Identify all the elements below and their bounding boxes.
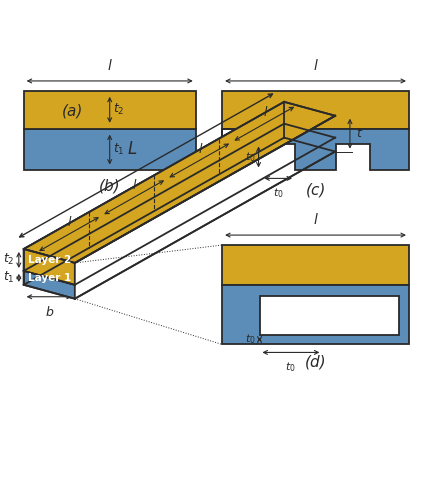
Polygon shape: [24, 102, 335, 263]
Polygon shape: [284, 124, 335, 152]
Text: $l$: $l$: [263, 104, 268, 118]
Text: $L$: $L$: [127, 140, 137, 158]
Polygon shape: [222, 245, 409, 285]
Text: $t_2$: $t_2$: [113, 102, 124, 118]
Polygon shape: [24, 102, 284, 271]
Polygon shape: [24, 91, 196, 128]
Text: $l$: $l$: [107, 58, 113, 73]
Polygon shape: [260, 296, 399, 335]
Text: $l$: $l$: [198, 142, 203, 156]
Text: $l$: $l$: [133, 178, 138, 192]
Text: $t_0$: $t_0$: [273, 186, 283, 200]
Text: $t_2$: $t_2$: [3, 252, 15, 268]
Text: $l$: $l$: [313, 212, 318, 227]
Polygon shape: [24, 271, 75, 298]
Text: $l$: $l$: [313, 58, 318, 73]
Text: (b): (b): [99, 179, 121, 194]
Text: $t$: $t$: [356, 127, 363, 140]
Text: $b$: $b$: [45, 304, 54, 318]
Polygon shape: [24, 124, 284, 285]
Text: Layer 1: Layer 1: [28, 273, 71, 283]
Text: (d): (d): [305, 355, 326, 370]
Polygon shape: [24, 249, 75, 285]
Text: (a): (a): [62, 104, 84, 118]
Polygon shape: [284, 102, 335, 138]
Text: $l$: $l$: [67, 215, 73, 229]
Polygon shape: [222, 285, 409, 344]
Text: $t_0$: $t_0$: [245, 150, 255, 164]
Polygon shape: [222, 128, 409, 170]
Text: Layer 2: Layer 2: [28, 255, 71, 265]
Text: (c): (c): [305, 183, 326, 198]
Text: $t_1$: $t_1$: [113, 142, 124, 157]
Polygon shape: [24, 128, 196, 170]
Polygon shape: [222, 91, 409, 128]
Text: $t_0$: $t_0$: [285, 360, 296, 374]
Text: $t_0$: $t_0$: [245, 332, 255, 346]
Text: $t_1$: $t_1$: [3, 270, 15, 285]
